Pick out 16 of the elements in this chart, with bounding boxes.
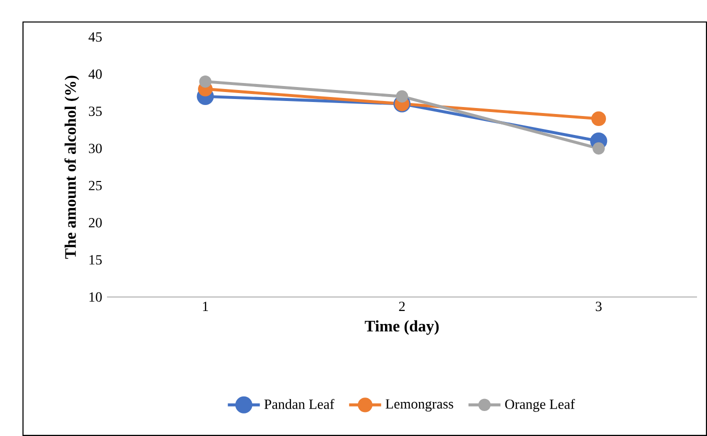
- y-tick-label: 10: [90, 292, 102, 302]
- y-tick-label: 40: [88, 69, 102, 79]
- y-tick-label: 20: [88, 218, 102, 228]
- x-tick-label: 1: [203, 302, 208, 311]
- y-tick-label: 30: [88, 144, 102, 154]
- y-axis-title: The amount of alcohol (%): [64, 76, 80, 259]
- x-tick-label: 3: [596, 302, 602, 312]
- legend-label: Lemongrass: [386, 399, 454, 412]
- y-tick-label: 35: [88, 106, 102, 116]
- y-tick-label: 15: [90, 255, 102, 265]
- x-tick-label: 2: [399, 302, 405, 311]
- legend-label: Pandan Leaf: [264, 398, 334, 409]
- y-tick-label: 45: [88, 32, 102, 42]
- legend-label: Orange Leaf: [505, 398, 575, 412]
- y-tick-label: 25: [88, 180, 102, 190]
- x-axis-title: Time (day): [364, 320, 439, 335]
